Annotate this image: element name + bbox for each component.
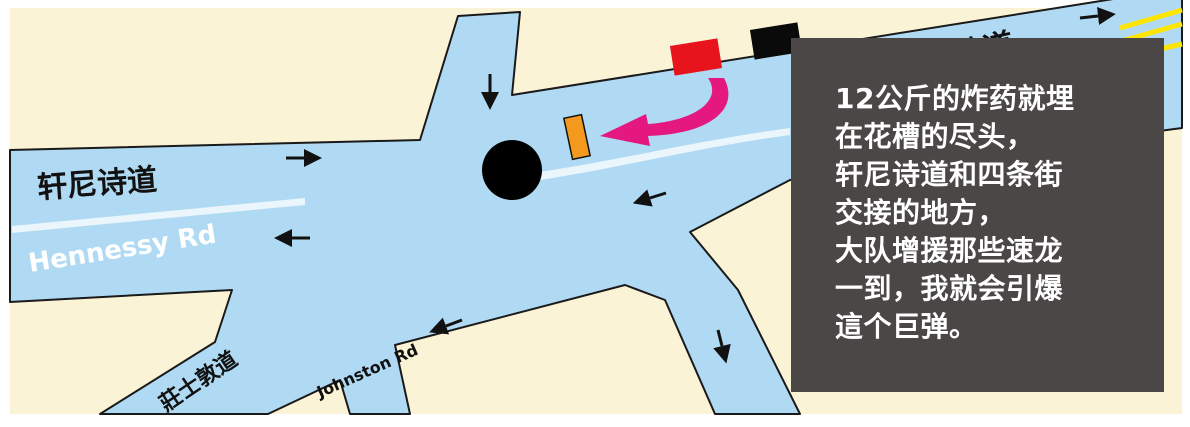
direction-arrow-icon (429, 317, 463, 335)
curved-arrow-icon (600, 78, 729, 146)
direction-arrows (274, 7, 1116, 364)
direction-arrow-icon (713, 329, 731, 364)
tram-line-left (12, 198, 305, 233)
caption-line: 這个巨弹。 (835, 310, 978, 343)
caption-line: 交接的地方， (835, 196, 1007, 229)
direction-arrow-icon (632, 189, 667, 207)
red-building-block (669, 38, 723, 76)
caption-box: 12公斤的炸药就埋 在花槽的尽头， 轩尼诗道和四条街 交接的地方， 大队增援那些… (791, 38, 1164, 392)
caption-line: 大队增援那些速龙 (835, 234, 1064, 267)
label-hennessy-cn-left: 轩尼诗道 (36, 163, 158, 206)
caption-line: 轩尼诗道和四条街 (835, 158, 1064, 191)
bomb-icon (482, 140, 542, 200)
caption-line: 在花槽的尽头， (835, 120, 1035, 153)
direction-arrow-icon (1079, 7, 1116, 25)
caption-line: 12公斤的炸药就埋 (835, 82, 1075, 115)
tram-line-right (540, 128, 790, 180)
black-building-block (749, 22, 803, 60)
planter-icon (562, 113, 592, 161)
caption-line: 一到，我就会引爆 (835, 272, 1064, 305)
